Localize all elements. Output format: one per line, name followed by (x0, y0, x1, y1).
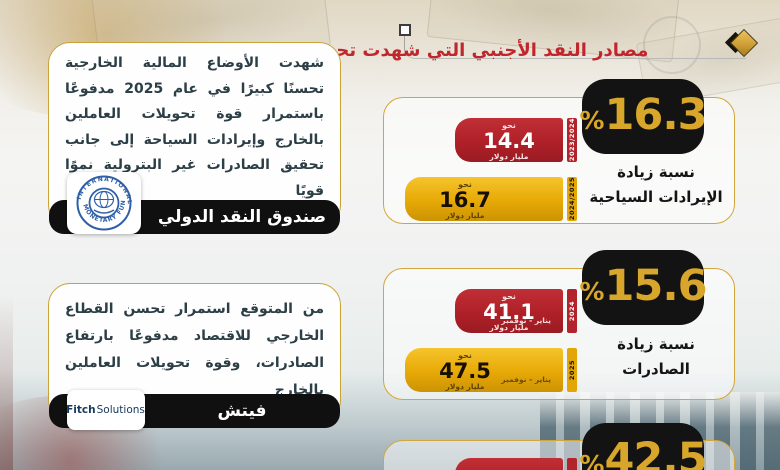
value-bar-2025: نحو 47.5 مليار دولار يناير - نوفمبر (405, 348, 563, 392)
year-tab: 2024/2025 (567, 177, 577, 221)
value-bar-2024: نحو 41.1 مليار دولار يناير - نوفمبر (455, 289, 563, 333)
bar-value: 47.5 (439, 359, 491, 383)
percent-value: 42.5 (604, 434, 707, 470)
approx-label: نحو (502, 121, 516, 130)
stat-label: نسبة زيادة الصادرات (582, 332, 730, 382)
approx-label: نحو (502, 292, 516, 301)
percent-symbol: % (579, 106, 605, 135)
percent-value: 15.6 (604, 261, 707, 311)
value-bar-partial (455, 458, 563, 470)
source-name-label: فيتش (217, 401, 267, 421)
connector-endpoint-square (399, 24, 411, 36)
imf-logo: INTERNATIONAL MONETARY FUND (64, 167, 141, 234)
bar-unit: مليار دولار (489, 323, 529, 332)
stat-label: نسبة زيادة الإيرادات السياحية (582, 160, 730, 210)
bar-unit: مليار دولار (445, 382, 485, 391)
connector-line (404, 34, 746, 59)
stat-label-line-1: نسبة زيادة (617, 335, 695, 353)
left-edge-texture (0, 295, 13, 470)
stat-label-line-2: الإيرادات السياحية (589, 188, 723, 206)
bar-unit: مليار دولار (489, 152, 529, 161)
percent-symbol: % (579, 450, 605, 470)
percent-badge: % 42.5 (579, 423, 708, 470)
coin-watermark (643, 16, 701, 74)
bar-value: 41.1 (483, 300, 535, 324)
approx-label: نحو (458, 351, 472, 360)
stat-label-line-1: نسبة زيادة (617, 163, 695, 181)
quote-card-imf: شهدت الأوضاع المالية الخارجية تحسنًا كبي… (48, 42, 341, 234)
percent-badge: % 16.3 (579, 79, 708, 154)
bar-value: 16.7 (439, 188, 491, 212)
quote-card-fitch: من المتوقع استمرار تحسن القطاع الخارجي ل… (48, 283, 341, 430)
bar-value: 14.4 (483, 129, 535, 153)
source-name-label: صندوق النقد الدولي (157, 207, 327, 227)
period-note: يناير - نوفمبر (501, 316, 551, 325)
bar-unit: مليار دولار (445, 211, 485, 220)
value-bar-2023-2024: نحو 14.4 مليار دولار (455, 118, 563, 162)
quote-card-body: شهدت الأوضاع المالية الخارجية تحسنًا كبي… (65, 55, 324, 199)
title-bullet-diamond-icon (724, 28, 759, 58)
fitch-wordmark-light: Solutions (96, 404, 145, 416)
year-tab: 2023/2024 (567, 118, 577, 162)
period-note: يناير - نوفمبر (501, 375, 551, 384)
quote-card-body: من المتوقع استمرار تحسن القطاع الخارجي ل… (65, 301, 324, 398)
approx-label: نحو (458, 180, 472, 189)
value-bar-2024-2025: نحو 16.7 مليار دولار (405, 177, 563, 221)
year-tab: 2025 (567, 348, 577, 392)
stat-label-line-2: الصادرات (622, 360, 690, 378)
fitch-solutions-logo: Fitch Solutions (66, 390, 145, 430)
percent-symbol: % (579, 277, 605, 306)
percent-value: 16.3 (604, 90, 707, 140)
page-title: مصادر النقد الأجنبي التي شهدت تحسنًا (304, 40, 649, 62)
year-tab (567, 458, 577, 470)
fitch-wordmark-bold: Fitch (66, 404, 96, 416)
percent-badge: % 15.6 (579, 250, 708, 325)
year-tab: 2024 (567, 289, 577, 333)
